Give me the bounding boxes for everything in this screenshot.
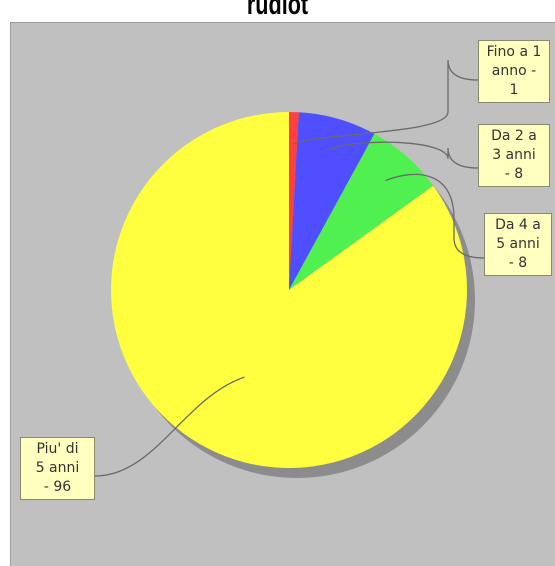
slice-label-line: 5 anni bbox=[488, 235, 548, 254]
slice-label-line: 3 anni bbox=[482, 146, 546, 165]
slice-label-line: Da 4 a bbox=[488, 216, 548, 235]
slice-label-da-4-a-5-anni: Da 4 a 5 anni - 8 bbox=[484, 213, 552, 276]
slice-label-line: 5 anni bbox=[24, 459, 91, 478]
slice-label-line: - 96 bbox=[24, 478, 91, 497]
slice-label-line: Da 2 a bbox=[482, 127, 546, 146]
slice-label-line: - 8 bbox=[482, 165, 546, 184]
slice-label-line: Piu' di bbox=[24, 440, 91, 459]
slice-label-line: - 8 bbox=[488, 254, 548, 273]
slice-label-da-2-a-3-anni: Da 2 a 3 anni - 8 bbox=[478, 124, 550, 187]
slice-label-line: Fino a 1 bbox=[482, 43, 546, 62]
slice-label-line: 1 bbox=[482, 81, 546, 100]
slice-label-line: anno - bbox=[482, 62, 546, 81]
slice-label-piu-di-5-anni: Piu' di 5 anni - 96 bbox=[20, 437, 95, 500]
slice-label-fino-a-1-anno: Fino a 1 anno - 1 bbox=[478, 40, 550, 103]
